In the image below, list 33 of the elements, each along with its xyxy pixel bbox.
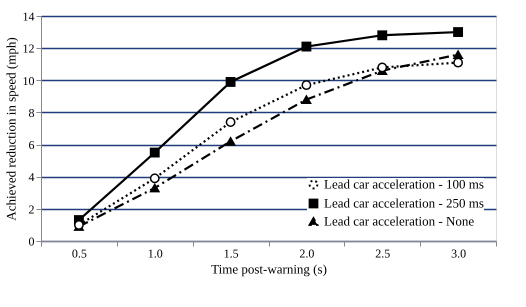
y-tick-label: 2 xyxy=(28,202,34,216)
point xyxy=(377,62,388,72)
point xyxy=(301,95,312,104)
x-tick-label: 2.0 xyxy=(299,246,314,260)
point xyxy=(150,184,160,192)
legend-label: Lead car acceleration - 250 ms xyxy=(324,196,484,210)
y-tick-label: 10 xyxy=(22,74,34,88)
y-tick-label: 12 xyxy=(22,42,34,56)
point xyxy=(377,30,388,40)
y-tick-label: 4 xyxy=(28,170,34,184)
x-tick-label: 2.5 xyxy=(375,246,390,260)
y-axis-title: Achieved reduction in speed (mph) xyxy=(4,37,18,221)
point xyxy=(453,58,464,68)
point xyxy=(226,76,236,87)
x-axis-title: Time post-warning (s) xyxy=(211,262,327,276)
point xyxy=(226,136,236,146)
x-tick-label: 1.5 xyxy=(224,246,239,260)
x-tick-label: 0.5 xyxy=(72,246,87,260)
point xyxy=(453,27,464,38)
x-tick-label: 3.0 xyxy=(451,246,466,260)
point xyxy=(150,148,160,158)
y-tick-label: 6 xyxy=(28,138,34,152)
x-tick-label: 1.0 xyxy=(148,246,163,260)
y-tick-label: 0 xyxy=(28,234,34,248)
point xyxy=(150,173,160,184)
y-tick-label: 8 xyxy=(28,106,34,120)
y-tick-label: 14 xyxy=(22,10,34,24)
point xyxy=(301,80,312,90)
legend-label: Lead car acceleration - None xyxy=(324,214,474,228)
point xyxy=(226,117,236,127)
point xyxy=(301,42,312,52)
point xyxy=(453,50,464,59)
legend-label: Lead car acceleration - 100 ms xyxy=(324,176,484,192)
